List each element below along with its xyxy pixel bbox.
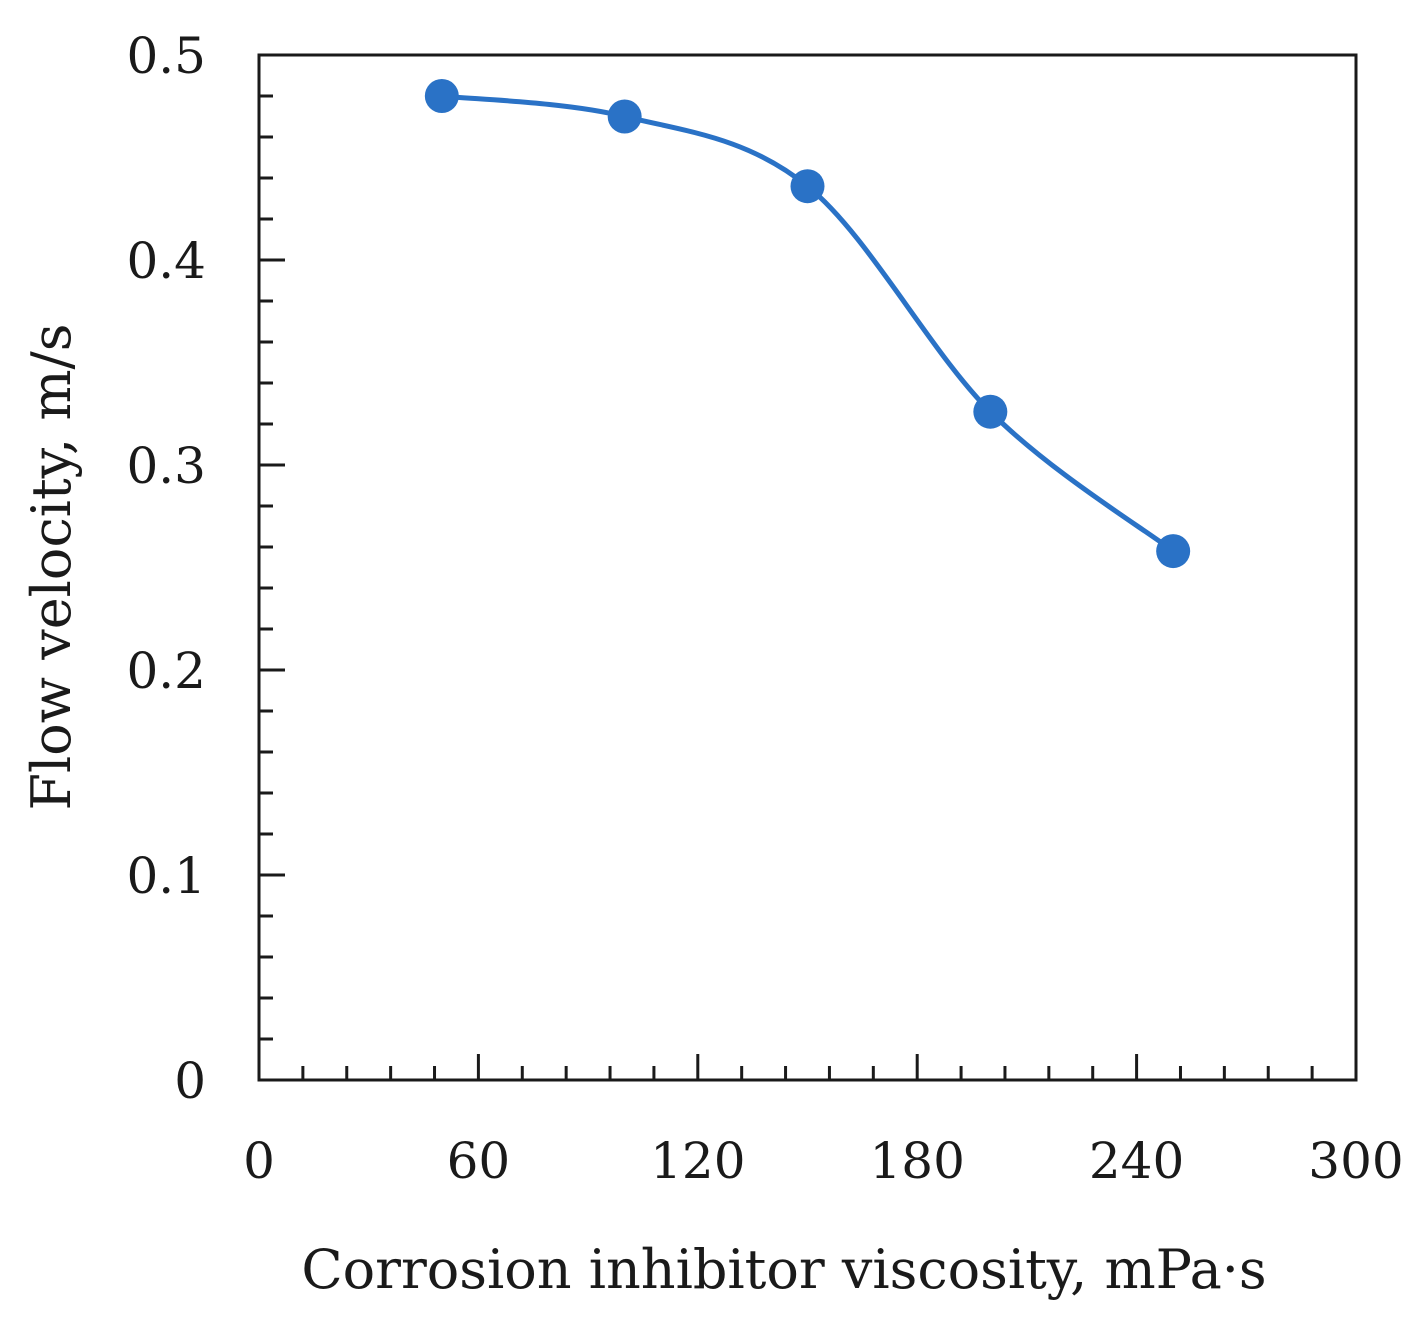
- data-point: [973, 394, 1008, 429]
- x-tick-label: 300: [1308, 1132, 1403, 1190]
- y-tick-label: 0: [174, 1052, 206, 1110]
- data-point: [1156, 534, 1191, 569]
- data-point: [790, 169, 825, 204]
- x-tick-label: 180: [869, 1132, 964, 1190]
- data-point: [607, 99, 642, 134]
- y-tick-label: 0.1: [126, 847, 206, 905]
- x-tick-label: 0: [243, 1132, 275, 1190]
- axis-ticks: [257, 53, 1358, 1082]
- y-axis-title: Flow velocity, m/s: [20, 324, 83, 811]
- y-tick-label: 0.4: [126, 232, 206, 290]
- x-tick-label: 240: [1089, 1132, 1184, 1190]
- y-tick-label: 0.5: [126, 27, 206, 85]
- y-tick-label: 0.3: [126, 437, 206, 495]
- plot-area: [257, 53, 1358, 1082]
- y-tick-label: 0.2: [126, 642, 206, 700]
- series-layer: [424, 79, 1191, 569]
- data-point: [424, 79, 459, 113]
- tick-labels: 0 60 120 180 240 300 0 0.1 0.2 0.3 0.4 0.5: [126, 27, 1403, 1190]
- plot-frame: [257, 53, 1358, 1082]
- x-tick-label: 120: [650, 1132, 745, 1190]
- series-line: [439, 93, 1176, 554]
- x-tick-label: 60: [447, 1132, 511, 1190]
- x-axis-title: Corrosion inhibitor viscosity, mPa·s: [301, 1238, 1266, 1301]
